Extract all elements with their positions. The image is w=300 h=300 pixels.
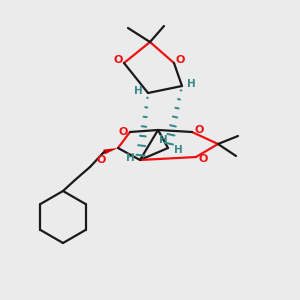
Text: H: H: [134, 86, 142, 96]
Text: H: H: [126, 153, 134, 163]
Text: O: O: [198, 154, 208, 164]
Text: O: O: [96, 155, 106, 165]
Text: O: O: [175, 55, 185, 65]
Text: H: H: [187, 79, 195, 89]
Text: O: O: [113, 55, 123, 65]
Text: O: O: [118, 127, 128, 137]
Text: H: H: [174, 145, 182, 155]
Text: H: H: [159, 135, 167, 145]
Text: O: O: [194, 125, 204, 135]
Polygon shape: [103, 148, 118, 154]
